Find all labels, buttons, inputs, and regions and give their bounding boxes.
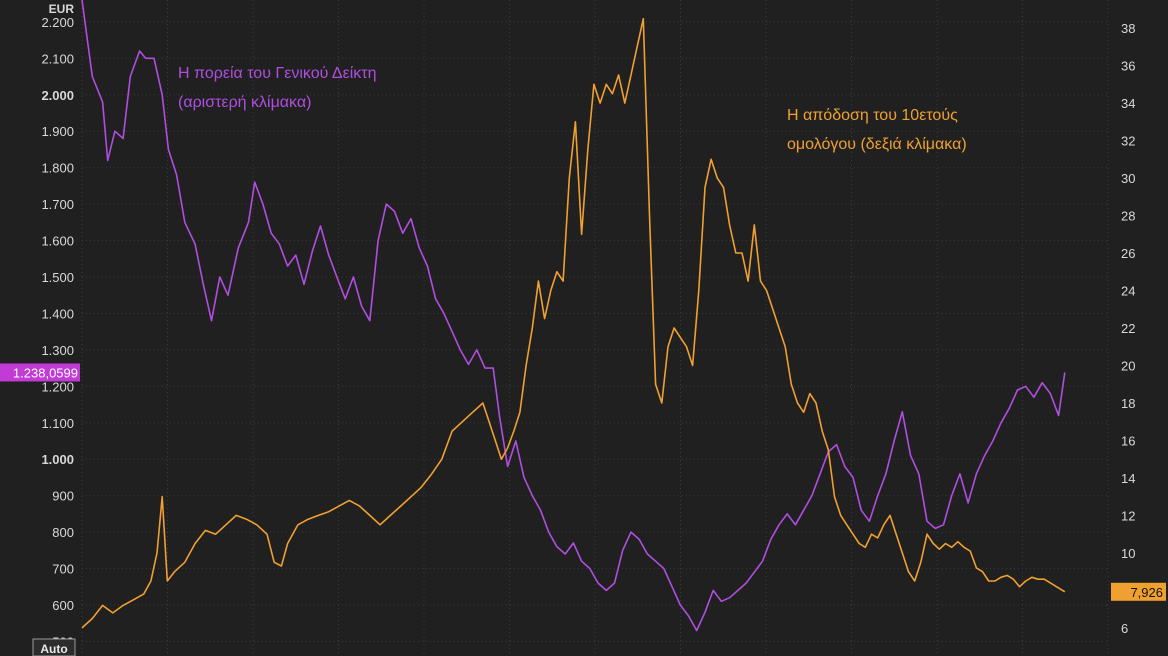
left-tick-label: 700 [52,562,74,577]
left-tick-label: 2.200 [41,15,74,30]
right-tick-label: 14 [1121,471,1135,486]
left-tick-label: 1.200 [41,379,74,394]
index-last-value-tag [0,363,80,382]
left-tick-label: 1.000 [41,452,74,467]
left-tick-label: 800 [52,525,74,540]
left-tick-label: 1.800 [41,161,74,176]
auto-label-box [32,638,76,656]
left-tick-label: 1.900 [41,124,74,139]
index-last-value-label: 1.238,0599 [13,365,78,380]
right-tick-label: 34 [1121,96,1135,111]
right-tick-label: 6 [1121,621,1128,636]
annotation-layer: 1.238,0599 7,926 Η πορεία του Γενικού Δείκ… [0,65,1166,601]
left-tick-label: 600 [52,598,74,613]
bond-last-value-tag [1111,582,1166,601]
left-axis-unit: EUR [49,2,75,16]
index-annotation-line: Η πορεία του Γενικού Δείκτη [178,65,377,82]
right-tick-label: 16 [1121,433,1135,448]
right-tick-label: 26 [1121,246,1135,261]
right-tick-label: 20 [1121,358,1135,373]
index-annotation-line: (αριστερή κλίμακα) [178,94,311,111]
right-tick-label: 22 [1121,321,1135,336]
left-tick-label: 2.000 [41,88,74,103]
right-tick-label: 30 [1121,171,1135,186]
auto-label: Auto [40,642,67,656]
axis-layer: 2.200 2.100 2.000 1.900 1.800 1.700 1.600 1.500… [32,2,1135,656]
series-line-bond [81,17,1066,629]
right-tick-label: 32 [1121,134,1135,149]
right-tick-label: 36 [1121,59,1135,74]
right-tick-label: 28 [1121,209,1135,224]
left-tick-label: 1.700 [41,197,74,212]
left-tick-label: 2.100 [41,51,74,66]
right-tick-label: 18 [1121,396,1135,411]
series-line-index [81,0,1066,632]
left-tick-label: 1.300 [41,343,74,358]
bond-annotation-line: ομολόγου (δεξιά κλίμακα) [787,136,967,153]
series-layer [81,0,1066,632]
right-tick-label: 24 [1121,284,1135,299]
right-tick-label: 10 [1121,546,1135,561]
right-tick-label: 38 [1121,21,1135,36]
grid-layer [81,0,1109,656]
left-tick-label: 1.100 [41,416,74,431]
left-tick-label: 1.500 [41,270,74,285]
left-tick-label: 1.600 [41,234,74,249]
bond-annotation-line: Η απόδοση του 10ετούς [787,107,958,124]
bond-last-value-label: 7,926 [1130,585,1163,600]
right-tick-label: 12 [1121,508,1135,523]
left-tick-label: 1.400 [41,306,74,321]
left-tick-label: 900 [52,489,74,504]
